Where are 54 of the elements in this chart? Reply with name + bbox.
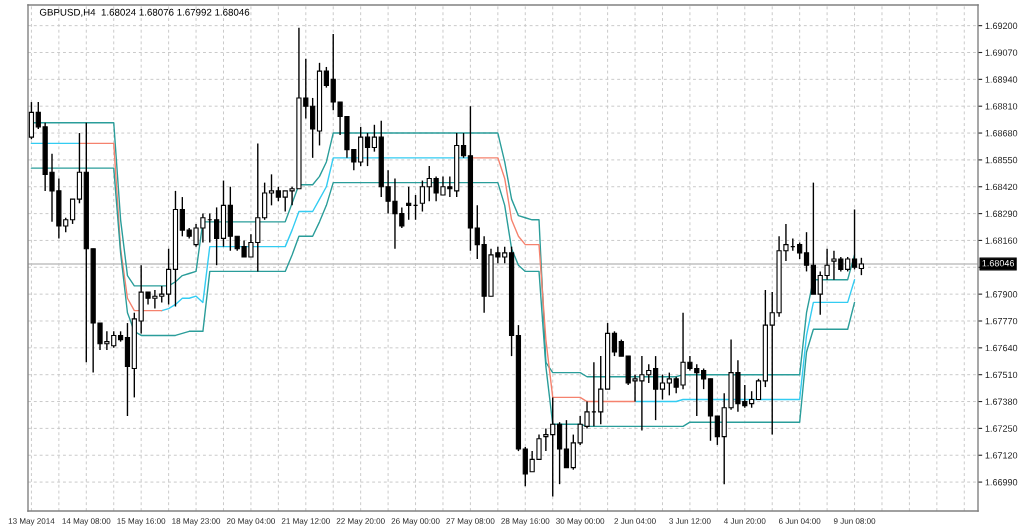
y-tick-label: 1.68420 [985,183,1018,191]
x-tick-label: 18 May 23:00 [172,518,221,526]
y-tick-label: 1.68810 [985,103,1018,110]
chart-title: GBPUSD,H4 1.68024 1.68076 1.67992 1.68046 [39,8,250,17]
candlestick [611,330,618,357]
y-tick-label: 1.67640 [985,344,1018,352]
x-tick-label: 6 Jun 04:00 [779,518,821,524]
x-tick-label: 15 May 16:00 [117,518,166,526]
y-tick-label: 1.66990 [985,479,1018,486]
candlestick [598,355,604,425]
x-tick-label: 3 Jun 12:00 [669,518,711,524]
candlestick [653,355,659,421]
candlestick [714,415,720,446]
y-tick-label: 1.69070 [985,49,1018,56]
y-tick-label: 1.67900 [985,291,1018,298]
y-tick-label: 1.69200 [985,22,1018,30]
y-tick-label: 1.67770 [985,317,1018,325]
x-tick-label: 9 Jun 08:00 [833,518,876,524]
candlestick [563,419,570,469]
x-tick-label: 30 May 00:00 [556,518,605,526]
y-tick-label: 1.67250 [985,425,1018,432]
candlestick [323,66,329,89]
x-tick-label: 27 May 08:00 [446,518,495,526]
candlestick [69,198,76,225]
y-tick-label: 1.67120 [985,452,1018,459]
x-tick-label: 26 May 00:00 [391,518,440,526]
x-tick-label: 22 May 20:00 [336,518,385,526]
candlestick [268,173,275,207]
x-tick-label: 2 Jun 04:00 [614,518,656,524]
candlestick [659,373,666,401]
x-tick-label: 21 May 12:00 [281,518,330,526]
x-tick-label: 4 Jun 20:00 [723,518,766,524]
y-tick-label: 1.68550 [985,156,1018,164]
candlestick [755,378,762,401]
x-tick-label: 13 May 2014 [8,518,55,526]
ref-line-label: 1.68046 [982,260,1015,267]
candlestick [851,208,858,271]
x-tick-label: 28 May 16:00 [501,518,550,526]
candlestick [701,367,707,390]
x-tick-label: 14 May 08:00 [62,518,111,526]
y-tick-label: 1.68680 [985,130,1018,137]
candlestick [419,179,426,213]
candlestick [406,186,412,221]
candlestick [371,124,378,153]
candlestick [460,132,467,159]
candlestick [214,206,220,266]
y-tick-label: 1.67380 [985,398,1018,405]
x-tick-label: 20 May 04:00 [226,518,276,526]
candlestick [803,231,810,273]
y-tick-label: 1.67510 [985,371,1018,379]
candlestick [364,132,371,167]
y-tick-label: 1.68160 [985,237,1018,244]
y-tick-label: 1.68290 [985,210,1018,217]
y-tick-label: 1.68940 [985,76,1018,83]
